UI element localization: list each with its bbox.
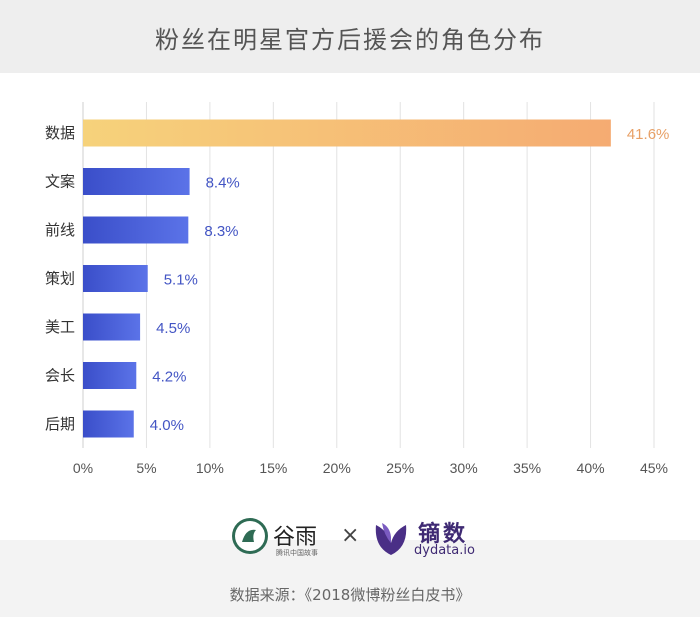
dydata-logo-domain: dydata.io: [414, 543, 475, 558]
guyu-logo-icon: [232, 518, 268, 554]
data-label: 5.1%: [164, 272, 198, 289]
x-tick-label: 40%: [577, 460, 605, 476]
data-label: 8.4%: [206, 175, 240, 192]
bar: [83, 216, 189, 244]
category-label: 后期: [45, 415, 75, 433]
x-tick-label: 5%: [136, 460, 156, 476]
category-label: 数据: [45, 124, 75, 142]
data-label: 41.6%: [627, 126, 670, 143]
x-tick-label: 0%: [73, 460, 93, 476]
category-label: 会长: [45, 367, 75, 385]
dydata-logo-icon: [370, 517, 412, 559]
data-label: 4.2%: [152, 369, 186, 386]
bar: [83, 410, 134, 438]
data-label: 4.5%: [156, 320, 190, 337]
data-label: 4.0%: [150, 417, 184, 434]
data-label: 8.3%: [204, 223, 238, 240]
header-band: [0, 0, 700, 73]
logo-row: 谷雨 腾讯中国故事 × 镝数 dydata.io: [0, 513, 700, 563]
bar: [83, 313, 141, 341]
x-tick-label: 30%: [450, 460, 478, 476]
category-label: 美工: [45, 318, 75, 336]
guyu-logo-text: 谷雨: [273, 525, 318, 550]
x-tick-label: 20%: [323, 460, 351, 476]
x-tick-label: 10%: [196, 460, 224, 476]
guyu-logo-subtext: 腾讯中国故事: [276, 549, 318, 557]
bar: [83, 168, 190, 195]
x-tick-label: 25%: [386, 460, 414, 476]
bar: [83, 362, 137, 389]
chart-title: 粉丝在明星官方后援会的角色分布: [155, 26, 545, 54]
category-label: 策划: [45, 270, 75, 288]
x-tick-label: 35%: [513, 460, 541, 476]
x-tick-label: 45%: [640, 460, 668, 476]
bar: [83, 265, 148, 292]
category-label: 前线: [45, 221, 75, 239]
x-tick-label: 15%: [259, 460, 287, 476]
footer-band: [0, 540, 700, 617]
dydata-logo-text: 镝数: [418, 522, 469, 547]
bar: [83, 119, 611, 147]
data-source-note: 数据来源：《2018微博粉丝白皮书》: [229, 586, 471, 604]
times-sign: ×: [341, 523, 360, 548]
category-label: 文案: [45, 173, 75, 191]
bar-chart: 0% 5% 10% 15% 20% 25% 30% 35% 40% 45% 数据 41.6% 文案 8.4…: [45, 102, 670, 476]
